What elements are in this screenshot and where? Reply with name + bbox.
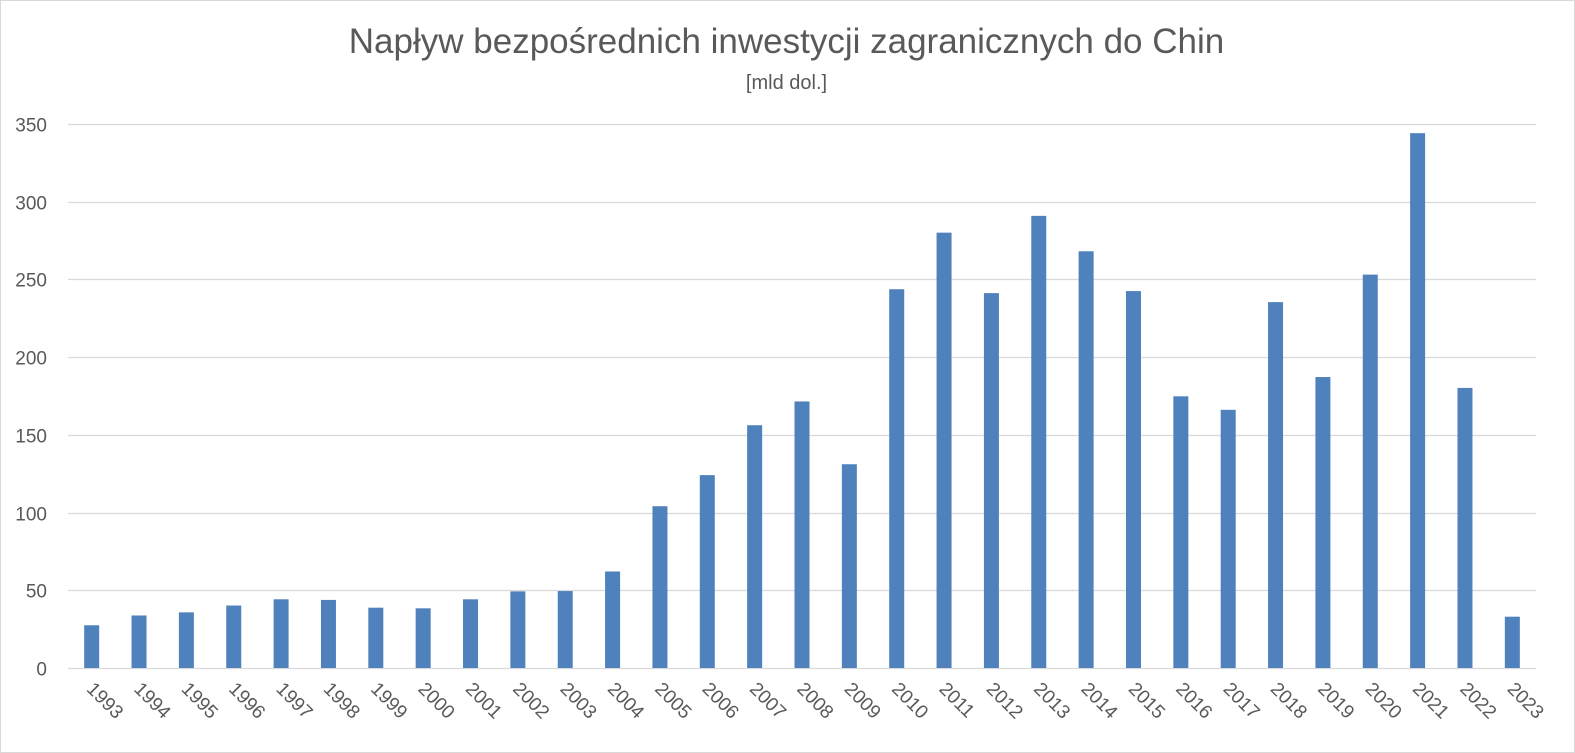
y-tick-label: 100	[15, 505, 47, 526]
y-tick-label: 150	[15, 427, 47, 448]
x-tick-label: 2019	[1313, 679, 1358, 724]
x-tick-label: 2011	[935, 679, 979, 723]
bar-2007	[747, 425, 763, 668]
chart-title: Napływ bezpośrednich inwestycji zagranic…	[348, 22, 1225, 61]
x-tick-label: 2010	[887, 679, 932, 724]
x-tick-label: 1995	[177, 679, 222, 724]
bar-2002	[510, 591, 526, 668]
bar-2021	[1410, 133, 1426, 668]
x-tick-label: 2004	[603, 679, 648, 724]
x-tick-label: 2008	[792, 679, 837, 724]
y-tick-label: 350	[15, 116, 47, 137]
x-tick-label: 2020	[1361, 679, 1406, 724]
bar-1997	[273, 599, 289, 668]
bar-2009	[841, 464, 857, 668]
x-tick-label: 2016	[1171, 679, 1216, 724]
bar-2019	[1315, 377, 1331, 668]
x-tick-label: 2022	[1455, 679, 1500, 724]
x-tick-label: 2006	[698, 679, 743, 724]
x-tick-label: 1998	[319, 679, 364, 724]
bar-2008	[794, 401, 810, 668]
x-tick-label: 1999	[366, 679, 411, 724]
x-tick-label: 2015	[1124, 679, 1169, 724]
bar-2000	[415, 608, 431, 668]
x-tick-label: 2014	[1077, 679, 1122, 724]
bar-2013	[1031, 215, 1047, 669]
bar-1998	[320, 599, 336, 668]
bar-2011	[936, 232, 952, 668]
bar-2022	[1457, 387, 1473, 668]
x-tick-label: 1996	[224, 679, 269, 724]
y-axis-ticks: 0 50 100 150 200 250 300 350	[15, 116, 47, 681]
bar-1994	[131, 615, 147, 668]
y-tick-label: 300	[15, 194, 47, 215]
bar-2001	[463, 599, 479, 668]
bar-1993	[84, 625, 100, 668]
bar-2004	[605, 571, 621, 668]
x-tick-label: 2023	[1503, 679, 1548, 724]
x-tick-label: 2021	[1408, 679, 1453, 724]
x-axis-ticks: 1993 1994 1995 1996 1997 1998 1999 2000 2001 2002…	[82, 679, 1547, 724]
bar-2006	[699, 475, 715, 668]
x-tick-label: 2017	[1219, 679, 1264, 724]
bar-2018	[1268, 302, 1284, 668]
x-tick-label: 2002	[508, 679, 553, 724]
x-tick-label: 2007	[745, 679, 790, 724]
bar-2016	[1173, 396, 1189, 668]
bar-2012	[983, 293, 999, 668]
x-tick-label: 2005	[650, 679, 695, 724]
x-tick-label: 2003	[556, 679, 601, 724]
y-tick-label: 200	[15, 349, 47, 370]
x-tick-label: 2018	[1266, 679, 1311, 724]
bar-2015	[1125, 291, 1141, 668]
bar-2017	[1220, 409, 1236, 668]
bar-2020	[1362, 274, 1378, 668]
chart-subtitle: [mld dol.]	[745, 72, 828, 94]
x-tick-label: 2013	[1029, 679, 1074, 724]
bar-1996	[226, 605, 242, 668]
bars	[84, 133, 1520, 669]
bar-2005	[652, 506, 668, 668]
bar-1999	[368, 607, 384, 668]
y-tick-label: 250	[15, 271, 47, 292]
bar-1995	[178, 612, 194, 668]
bar-2010	[889, 289, 905, 668]
x-tick-label: 2001	[461, 679, 506, 724]
x-tick-label: 1993	[82, 679, 127, 724]
bar-2014	[1078, 251, 1094, 668]
x-tick-label: 2000	[414, 679, 459, 724]
x-tick-label: 1994	[129, 679, 174, 724]
x-tick-label: 2009	[840, 679, 885, 724]
x-tick-label: 2012	[982, 679, 1027, 724]
y-tick-label: 0	[36, 660, 47, 681]
bar-2003	[557, 591, 573, 668]
x-tick-label: 1997	[272, 679, 317, 724]
y-tick-label: 50	[26, 582, 47, 603]
bar-2023	[1504, 616, 1520, 668]
